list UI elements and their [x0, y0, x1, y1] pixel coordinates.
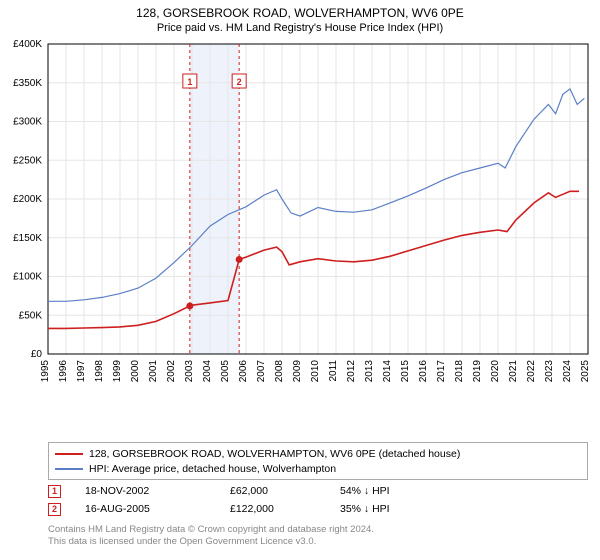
legend-label-price-paid: 128, GORSEBROOK ROAD, WOLVERHAMPTON, WV6… — [89, 448, 460, 460]
svg-text:1997: 1997 — [76, 360, 87, 383]
legend-item-hpi: HPI: Average price, detached house, Wolv… — [55, 461, 581, 476]
svg-text:2003: 2003 — [184, 360, 195, 383]
svg-text:2001: 2001 — [148, 360, 159, 383]
svg-text:1995: 1995 — [40, 360, 51, 383]
svg-text:2008: 2008 — [274, 360, 285, 383]
chart-container: 128, GORSEBROOK ROAD, WOLVERHAMPTON, WV6… — [0, 0, 600, 560]
svg-text:£400K: £400K — [13, 39, 42, 50]
attribution-line-1: Contains HM Land Registry data © Crown c… — [48, 524, 588, 536]
svg-text:1996: 1996 — [58, 360, 69, 383]
svg-text:1: 1 — [187, 77, 192, 87]
event-row-2: 2 16-AUG-2005 £122,000 35% ↓ HPI — [48, 500, 588, 518]
svg-text:£250K: £250K — [13, 155, 42, 166]
svg-text:2022: 2022 — [526, 360, 537, 383]
svg-text:2025: 2025 — [580, 360, 591, 383]
event-2-delta: 35% ↓ HPI — [340, 503, 450, 515]
svg-text:2004: 2004 — [202, 360, 213, 383]
svg-text:2007: 2007 — [256, 360, 267, 383]
events-table: 1 18-NOV-2002 £62,000 54% ↓ HPI 2 16-AUG… — [48, 482, 588, 518]
legend: 128, GORSEBROOK ROAD, WOLVERHAMPTON, WV6… — [48, 442, 588, 480]
chart-svg: £0£50K£100K£150K£200K£250K£300K£350K£400… — [48, 44, 588, 394]
event-marker-2-num: 2 — [52, 504, 57, 514]
svg-text:2002: 2002 — [166, 360, 177, 383]
svg-text:2005: 2005 — [220, 360, 231, 383]
svg-text:£50K: £50K — [19, 310, 43, 321]
chart-title: 128, GORSEBROOK ROAD, WOLVERHAMPTON, WV6… — [0, 0, 600, 20]
event-row-1: 1 18-NOV-2002 £62,000 54% ↓ HPI — [48, 482, 588, 500]
event-marker-2-icon: 2 — [48, 503, 61, 516]
svg-text:2021: 2021 — [508, 360, 519, 383]
svg-text:2018: 2018 — [454, 360, 465, 383]
attribution: Contains HM Land Registry data © Crown c… — [48, 524, 588, 548]
svg-text:£100K: £100K — [13, 272, 42, 283]
svg-text:2013: 2013 — [364, 360, 375, 383]
svg-text:2009: 2009 — [292, 360, 303, 383]
svg-text:2012: 2012 — [346, 360, 357, 383]
svg-text:1998: 1998 — [94, 360, 105, 383]
svg-text:£0: £0 — [31, 349, 43, 360]
svg-text:2017: 2017 — [436, 360, 447, 383]
event-1-delta: 54% ↓ HPI — [340, 485, 450, 497]
svg-text:2019: 2019 — [472, 360, 483, 383]
event-1-price: £62,000 — [230, 485, 340, 497]
event-2-price: £122,000 — [230, 503, 340, 515]
svg-text:2006: 2006 — [238, 360, 249, 383]
event-marker-1-num: 1 — [52, 486, 57, 496]
event-marker-1-icon: 1 — [48, 485, 61, 498]
svg-text:2023: 2023 — [544, 360, 555, 383]
svg-text:2020: 2020 — [490, 360, 501, 383]
svg-text:2: 2 — [237, 77, 242, 87]
svg-text:2015: 2015 — [400, 360, 411, 383]
svg-text:£150K: £150K — [13, 233, 42, 244]
legend-swatch-hpi — [55, 468, 83, 470]
svg-text:2024: 2024 — [562, 360, 573, 383]
svg-text:2014: 2014 — [382, 360, 393, 383]
svg-text:2016: 2016 — [418, 360, 429, 383]
legend-label-hpi: HPI: Average price, detached house, Wolv… — [89, 463, 336, 475]
chart-subtitle: Price paid vs. HM Land Registry's House … — [0, 20, 600, 34]
svg-text:2000: 2000 — [130, 360, 141, 383]
svg-text:1999: 1999 — [112, 360, 123, 383]
legend-swatch-price-paid — [55, 453, 83, 455]
svg-text:£200K: £200K — [13, 194, 42, 205]
svg-text:£350K: £350K — [13, 78, 42, 89]
chart-area: £0£50K£100K£150K£200K£250K£300K£350K£400… — [48, 44, 588, 394]
attribution-line-2: This data is licensed under the Open Gov… — [48, 536, 588, 548]
svg-text:2011: 2011 — [328, 360, 339, 382]
svg-text:2010: 2010 — [310, 360, 321, 383]
event-2-date: 16-AUG-2005 — [85, 503, 230, 515]
event-1-date: 18-NOV-2002 — [85, 485, 230, 497]
legend-item-price-paid: 128, GORSEBROOK ROAD, WOLVERHAMPTON, WV6… — [55, 446, 581, 461]
svg-text:£300K: £300K — [13, 117, 42, 128]
